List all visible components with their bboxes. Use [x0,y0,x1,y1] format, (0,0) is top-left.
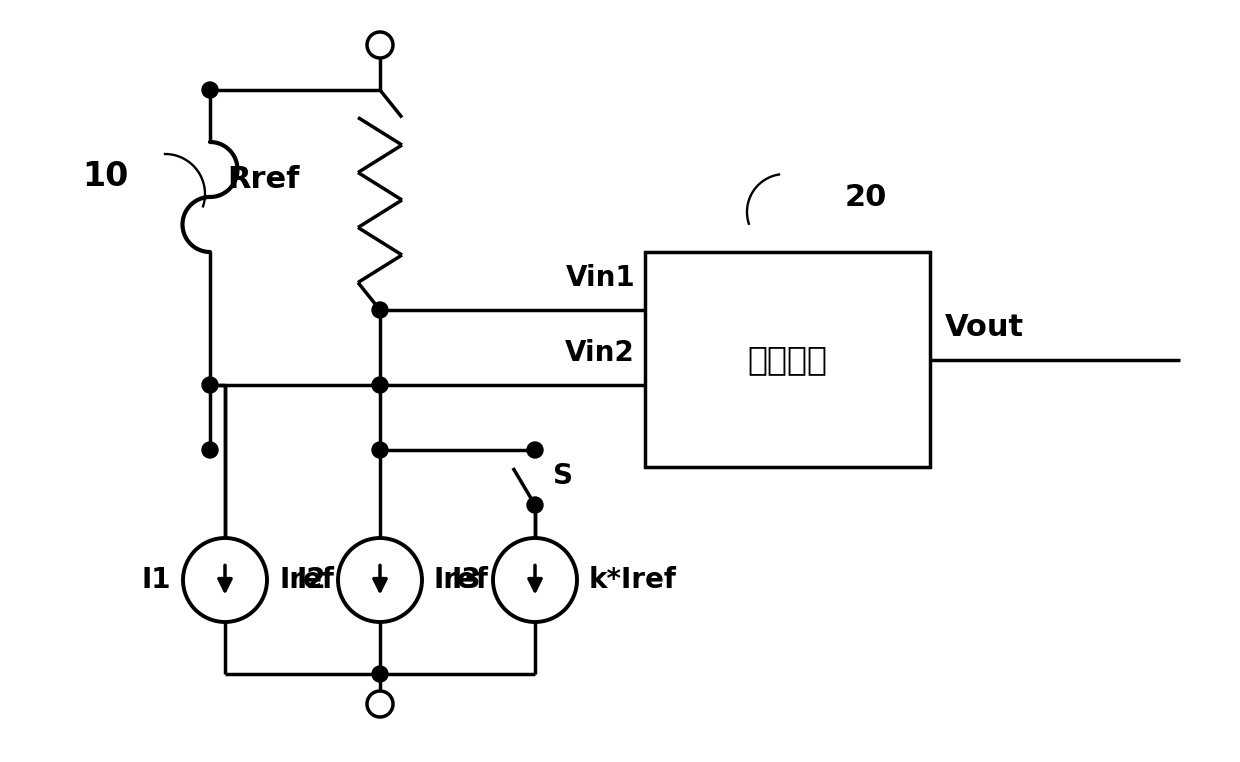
Circle shape [339,538,422,622]
Circle shape [372,377,388,393]
Text: 10: 10 [82,161,128,194]
Circle shape [202,442,218,458]
Circle shape [494,538,577,622]
Text: Rref: Rref [228,165,300,194]
Circle shape [372,442,388,458]
Text: 20: 20 [844,183,888,212]
Text: Vin2: Vin2 [565,339,635,367]
Circle shape [527,497,543,513]
Text: 比较电路: 比较电路 [748,343,827,376]
Circle shape [202,82,218,98]
Text: k*Iref: k*Iref [589,566,677,594]
Text: Vin1: Vin1 [565,264,635,292]
Bar [645,252,930,467]
Text: Iref: Iref [434,566,489,594]
Circle shape [367,32,393,58]
Text: I2: I2 [296,566,326,594]
Text: I1: I1 [141,566,171,594]
Circle shape [184,538,267,622]
Circle shape [527,442,543,458]
Text: Iref: Iref [279,566,334,594]
Circle shape [367,691,393,717]
Text: S: S [553,462,573,490]
Circle shape [372,666,388,682]
Circle shape [372,302,388,318]
Text: Vout: Vout [945,312,1024,341]
Circle shape [202,377,218,393]
Text: I3: I3 [451,566,481,594]
